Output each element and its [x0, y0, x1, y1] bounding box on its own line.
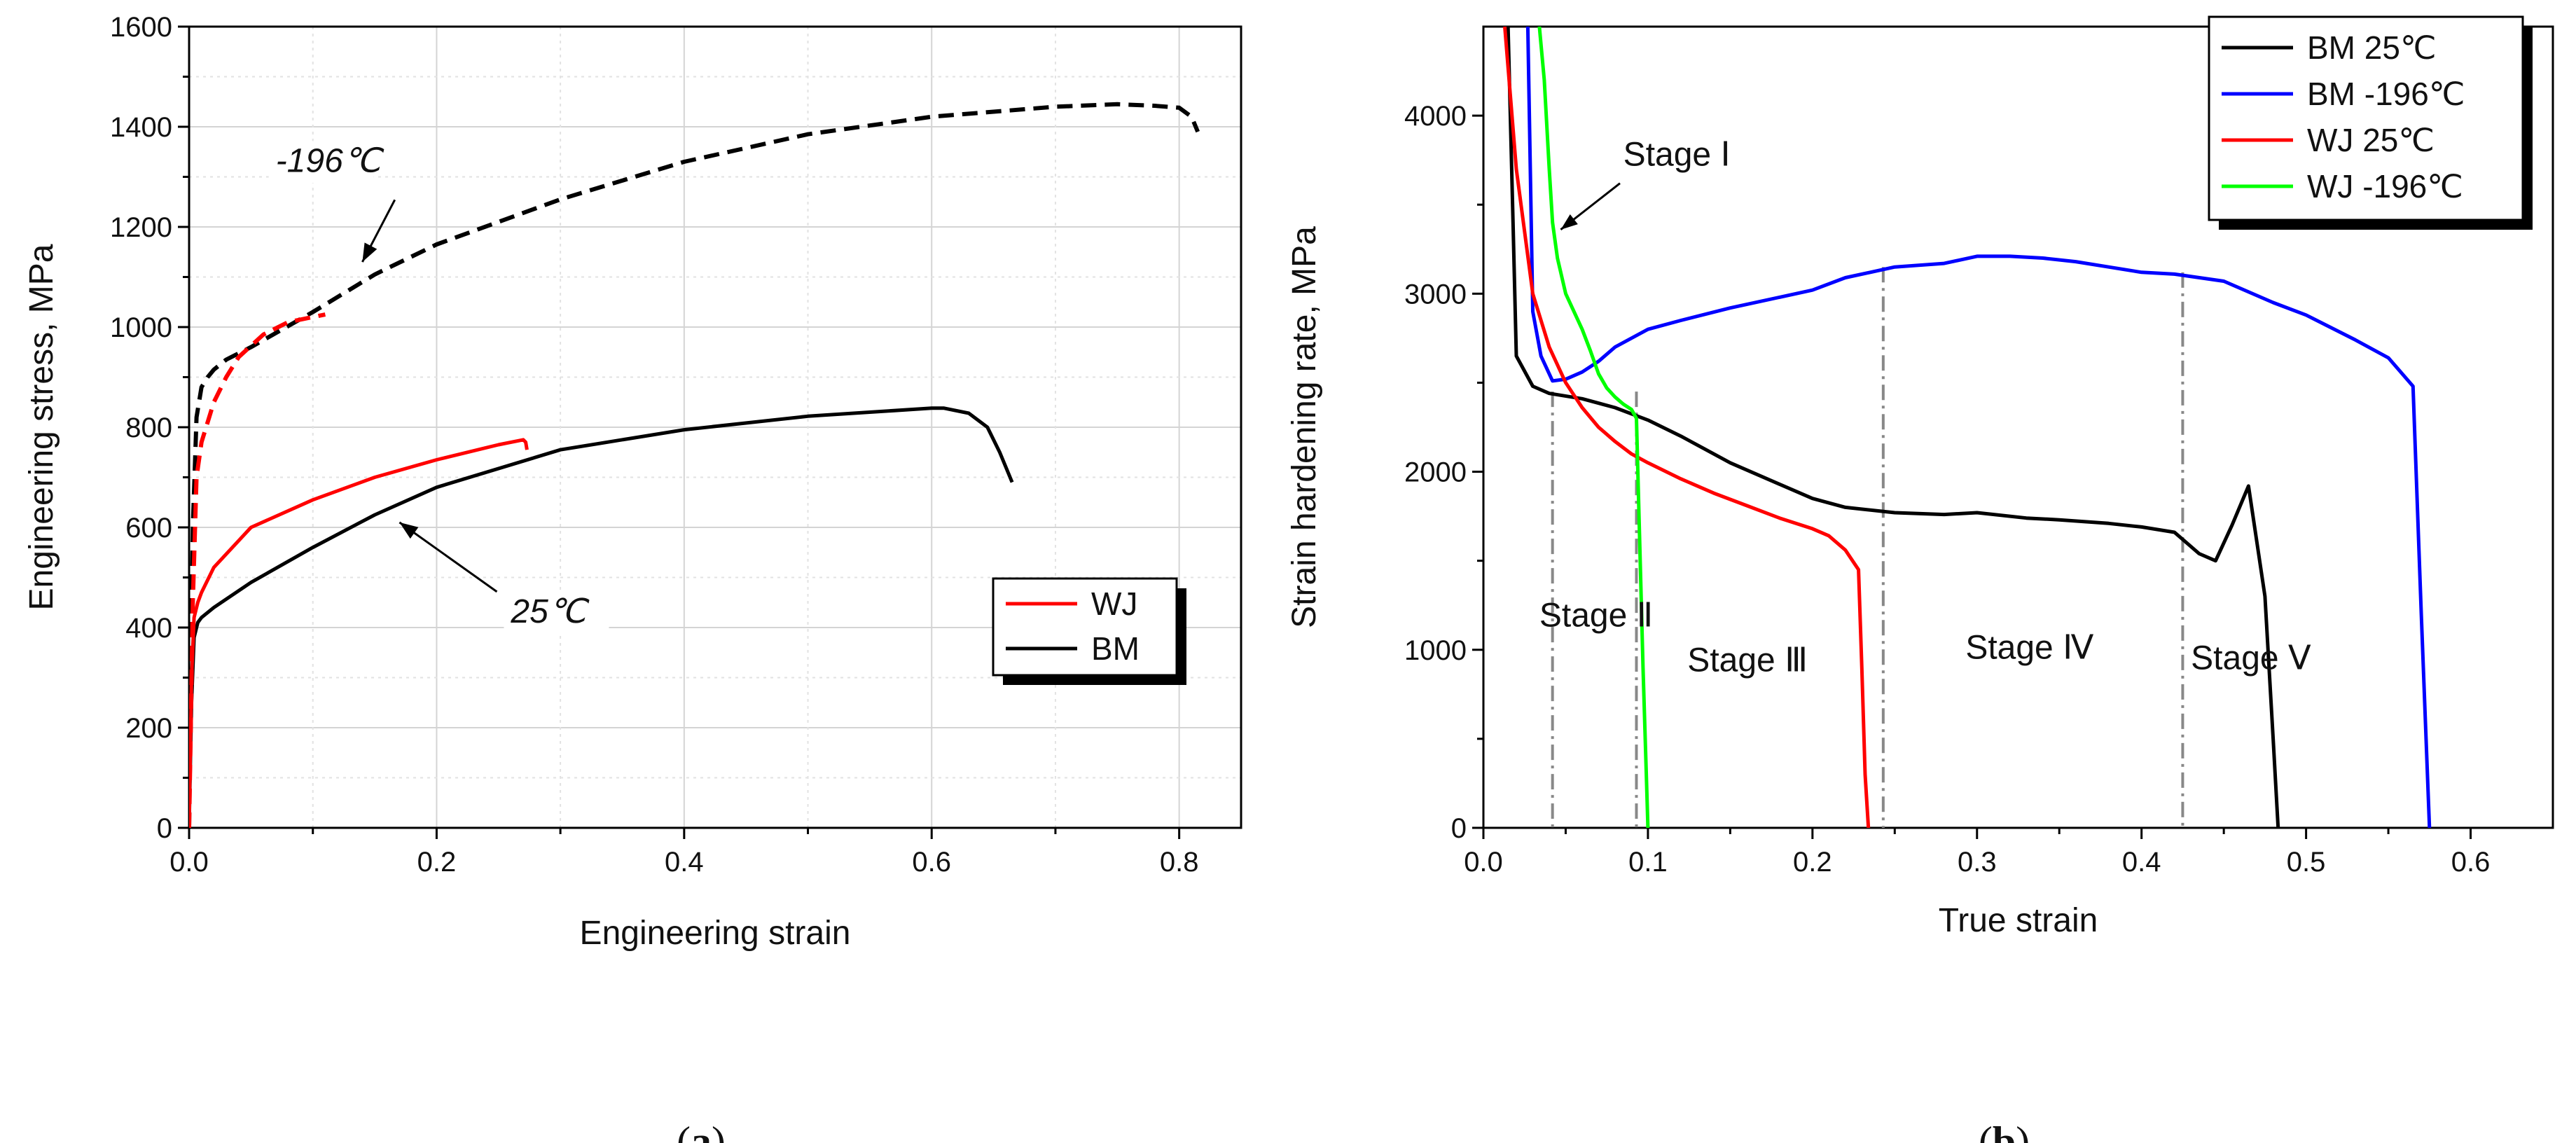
y-tick-label: 600 — [125, 513, 172, 543]
panel-label: (b) — [1979, 1118, 2030, 1143]
annotations: -196℃ 25℃ — [268, 141, 609, 634]
plot-frame — [1482, 25, 2554, 829]
legend-box — [992, 577, 1178, 677]
legend-label: BM -196℃ — [2307, 76, 2465, 112]
x-tick-label: 0.6 — [912, 847, 951, 878]
y-tick-label: 3000 — [1404, 279, 1467, 310]
annotation-arrow-line — [399, 521, 498, 593]
series-line-wj-196- — [1537, 27, 1650, 828]
x-axis-label: Engineering strain — [580, 915, 851, 952]
series-group — [189, 102, 1200, 828]
stage-label: Stage Ⅴ — [2191, 640, 2311, 677]
series-line-wj-196- — [189, 312, 326, 828]
legend-label: BM 25℃ — [2307, 29, 2437, 66]
stage-label: Stage Ⅱ — [1539, 597, 1653, 635]
y-tick-label: 800 — [125, 413, 172, 443]
annotation-bg — [268, 141, 374, 183]
stage-label: Stage Ⅲ — [1687, 642, 1808, 679]
stage-label: Stage Ⅰ — [1623, 136, 1731, 173]
series-line-wj-25- — [1503, 27, 1871, 828]
stage-labels: Stage Ⅰ Stage Ⅱ Stage Ⅲ Stage Ⅳ Stage Ⅴ — [1539, 136, 2311, 679]
y-tick-label: 200 — [125, 713, 172, 744]
y-tick-label: 2000 — [1404, 457, 1467, 488]
annotation-arrow-head — [362, 242, 378, 263]
legend: BM 25℃ BM -196℃ WJ 25℃ WJ -196℃ — [2208, 15, 2533, 230]
legend-label: BM — [1091, 630, 1140, 667]
y-tick-label: 4000 — [1404, 101, 1467, 132]
x-tick-label: 0.2 — [417, 847, 457, 878]
y-tick-label: 1000 — [1404, 635, 1467, 666]
x-axis-label: True strain — [1939, 902, 2098, 939]
x-tick-label: 0.2 — [1793, 847, 1832, 878]
y-tick-label: 1400 — [110, 112, 172, 143]
series-line-bm-196- — [189, 102, 1200, 828]
y-tick-label: 1000 — [110, 312, 172, 343]
x-tick-label: 0.4 — [665, 847, 704, 878]
y-tick-label: 0 — [157, 813, 172, 844]
y-tick-label: 1600 — [110, 12, 172, 43]
stage-label: Stage Ⅳ — [1965, 629, 2093, 666]
legend-label: WJ -196℃ — [2307, 168, 2463, 205]
panel-label: (a) — [677, 1118, 726, 1143]
chart-panel-b: 0.0 0.1 0.2 0.3 0.4 0.5 0.6 0 1000 2000 3000 4000 Tr… — [1286, 15, 2554, 1143]
x-tick-label: 0.0 — [169, 847, 209, 878]
legend: WJ BM — [992, 577, 1186, 685]
legend-label: WJ 25℃ — [2307, 122, 2435, 158]
annotation-arrow-head — [399, 522, 419, 539]
series-line-bm-25- — [189, 406, 1014, 828]
x-tick-label: 0.3 — [1958, 847, 1997, 878]
y-axis-label: Strain hardening rate, MPa — [1286, 226, 1323, 628]
annotation-text: -196℃ — [276, 142, 385, 179]
series-line-bm-196- — [1525, 27, 2432, 828]
y-tick-label: 400 — [125, 613, 172, 644]
stage1-arrow-head — [1560, 214, 1578, 230]
x-tick-label: 0.0 — [1464, 847, 1503, 878]
axis-ticks: 0.0 0.2 0.4 0.6 0.8 0 200 400 600 800 1000 1200 1400… — [110, 12, 1198, 878]
y-axis-label: Engineering stress, MPa — [23, 244, 60, 610]
series-line-bm-25- — [1506, 27, 2280, 828]
series-line-wj-25- — [189, 438, 529, 828]
x-tick-label: 0.1 — [1628, 847, 1668, 878]
x-tick-label: 0.5 — [2287, 847, 2326, 878]
legend-label: WJ — [1091, 586, 1137, 622]
x-tick-label: 0.8 — [1160, 847, 1199, 878]
y-tick-label: 1200 — [110, 212, 172, 243]
chart-panel-a: 0.0 0.2 0.4 0.6 0.8 0 200 400 600 800 1000 1200 1400… — [23, 12, 1242, 1143]
axis-ticks: 0.0 0.1 0.2 0.3 0.4 0.5 0.6 0 1000 2000 3000 4000 — [1404, 101, 2490, 878]
annotation-text: 25℃ — [510, 593, 589, 630]
series-group — [1503, 27, 2432, 828]
x-tick-label: 0.4 — [2122, 847, 2161, 878]
annotation-bg — [504, 591, 609, 634]
y-tick-label: 0 — [1451, 813, 1467, 844]
x-tick-label: 0.6 — [2451, 847, 2491, 878]
